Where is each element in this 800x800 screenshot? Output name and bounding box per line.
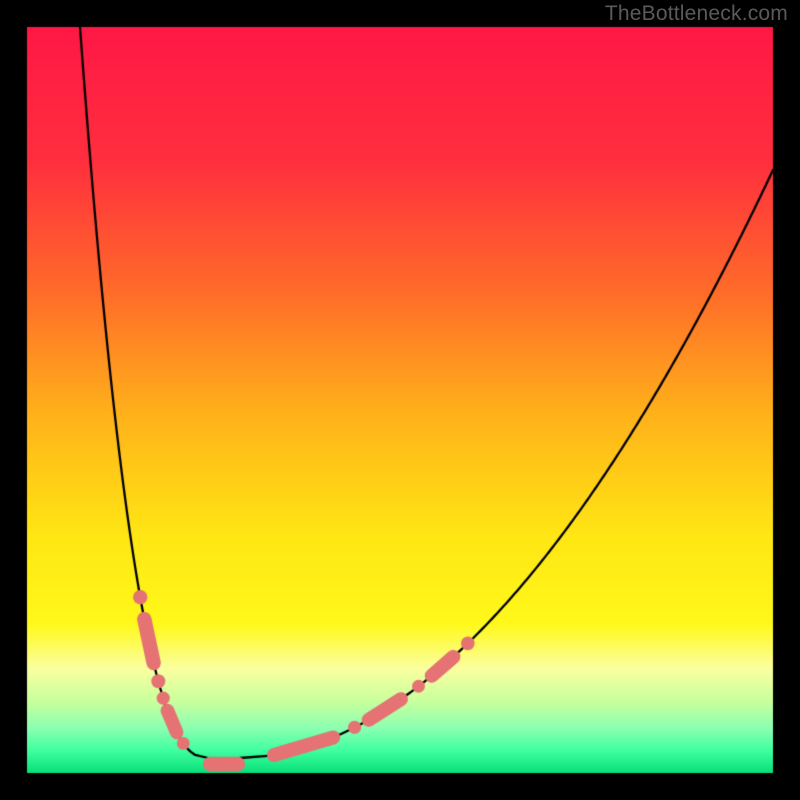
chart-frame: TheBottleneck.com (0, 0, 800, 800)
watermark-text: TheBottleneck.com (605, 2, 788, 26)
gradient-v-curve-chart (0, 0, 800, 800)
